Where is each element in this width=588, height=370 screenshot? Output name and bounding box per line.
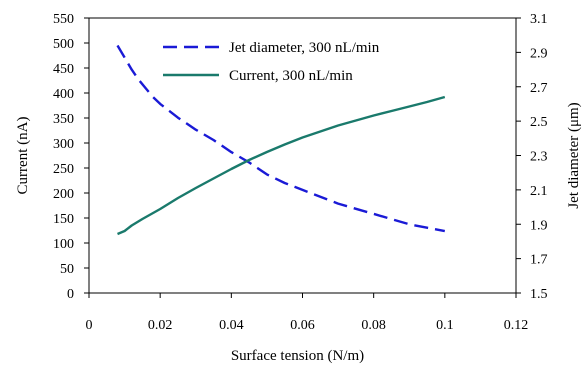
left-y-tick-label: 50 — [60, 262, 74, 277]
left-y-axis-ticks: 0 50 100 150 200 250 300 350 400 450 500 550 — [53, 12, 89, 302]
x-tick-label: 0.04 — [219, 318, 244, 333]
left-y-tick-label: 450 — [53, 62, 74, 77]
left-y-tick-label: 300 — [53, 137, 74, 152]
left-y-tick-label: 250 — [53, 162, 74, 177]
series-line-jet-diameter — [116, 44, 446, 233]
left-y-tick-label: 400 — [53, 87, 74, 102]
right-y-tick-label: 2.5 — [530, 115, 548, 130]
left-y-tick-label: 100 — [53, 237, 74, 252]
x-axis-title: Surface tension (N/m) — [231, 348, 364, 364]
legend-label-jet-diameter: Jet diameter, 300 nL/min — [229, 40, 380, 56]
legend: Jet diameter, 300 nL/min Current, 300 nL… — [163, 40, 380, 84]
right-y-axis-title: Jet diameter (μm) — [566, 102, 582, 208]
right-y-tick-label: 2.7 — [530, 81, 548, 96]
left-y-tick-label: 200 — [53, 187, 74, 202]
left-y-axis-title: Current (nA) — [15, 117, 31, 195]
legend-label-current: Current, 300 nL/min — [229, 68, 353, 84]
right-y-tick-label: 2.1 — [530, 184, 548, 199]
right-y-tick-label: 2.9 — [530, 46, 548, 61]
x-tick-label: 0.08 — [361, 318, 386, 333]
x-tick-label: 0 — [86, 318, 93, 333]
x-tick-label: 0.02 — [148, 318, 173, 333]
right-y-tick-label: 1.5 — [530, 287, 548, 302]
right-y-axis-ticks: 1.5 1.7 1.9 2.1 2.3 2.5 2.7 2.9 3.1 — [516, 12, 548, 302]
right-y-tick-label: 3.1 — [530, 12, 548, 27]
x-axis-ticks: 0 0.02 0.04 0.06 0.08 0.1 0.12 — [86, 293, 529, 333]
left-y-tick-label: 150 — [53, 212, 74, 227]
plot-area — [88, 17, 517, 294]
right-y-tick-label: 1.9 — [530, 218, 548, 233]
series-layer — [116, 44, 446, 236]
left-y-tick-label: 0 — [67, 287, 74, 302]
left-y-tick-label: 500 — [53, 37, 74, 52]
left-y-tick-label: 550 — [53, 12, 74, 27]
left-y-tick-label: 350 — [53, 112, 74, 127]
series-line-current — [117, 95, 446, 236]
x-tick-label: 0.1 — [436, 318, 454, 333]
x-tick-label: 0.06 — [290, 318, 315, 333]
right-y-tick-label: 1.7 — [530, 253, 548, 268]
right-y-tick-label: 2.3 — [530, 150, 548, 165]
x-tick-label: 0.12 — [504, 318, 529, 333]
